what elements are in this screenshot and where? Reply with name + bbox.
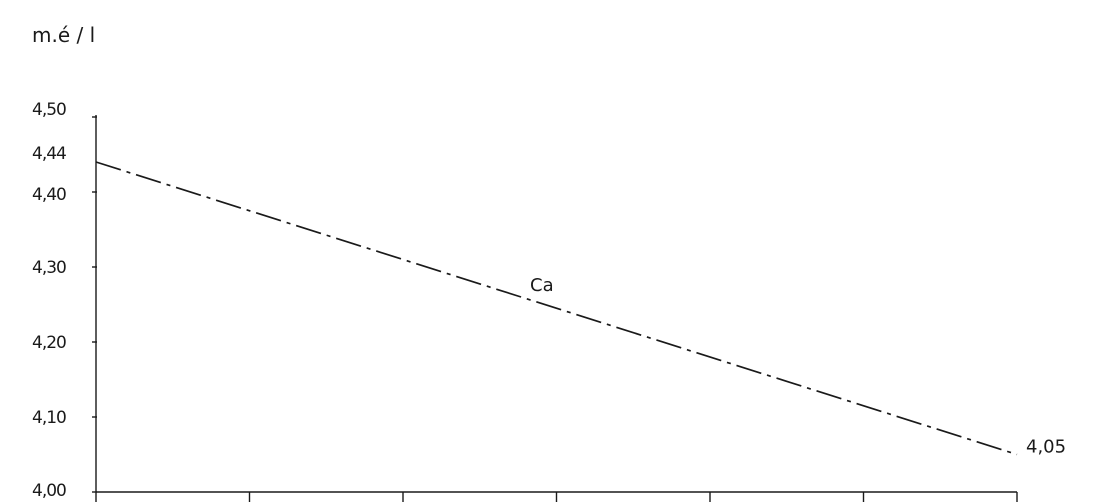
y-tick-label: 4,20	[32, 333, 66, 353]
y-axis-unit-label: m.é / l	[32, 23, 95, 47]
y-tick-label: 4,50	[32, 100, 66, 120]
y-tick-label: 4,40	[32, 185, 66, 205]
series-layer: Ca	[95, 161, 1018, 456]
y-tick-label: 4,44	[32, 144, 66, 164]
end-value-label: 4,05	[1026, 437, 1066, 458]
y-tick-label: 4,30	[32, 258, 66, 278]
y-tick-label: 4,00	[32, 481, 66, 501]
y-axis-ticks: 4,00 4,10 4,20 4,30 4,40 4,44 4,50	[32, 100, 97, 501]
x-axis-ticks	[95, 492, 1018, 502]
series-line-ca	[95, 161, 1018, 456]
y-tick-label: 4,10	[32, 408, 66, 428]
series-label-ca: Ca	[530, 275, 554, 296]
annotation-layer: 4,05	[1026, 437, 1066, 458]
